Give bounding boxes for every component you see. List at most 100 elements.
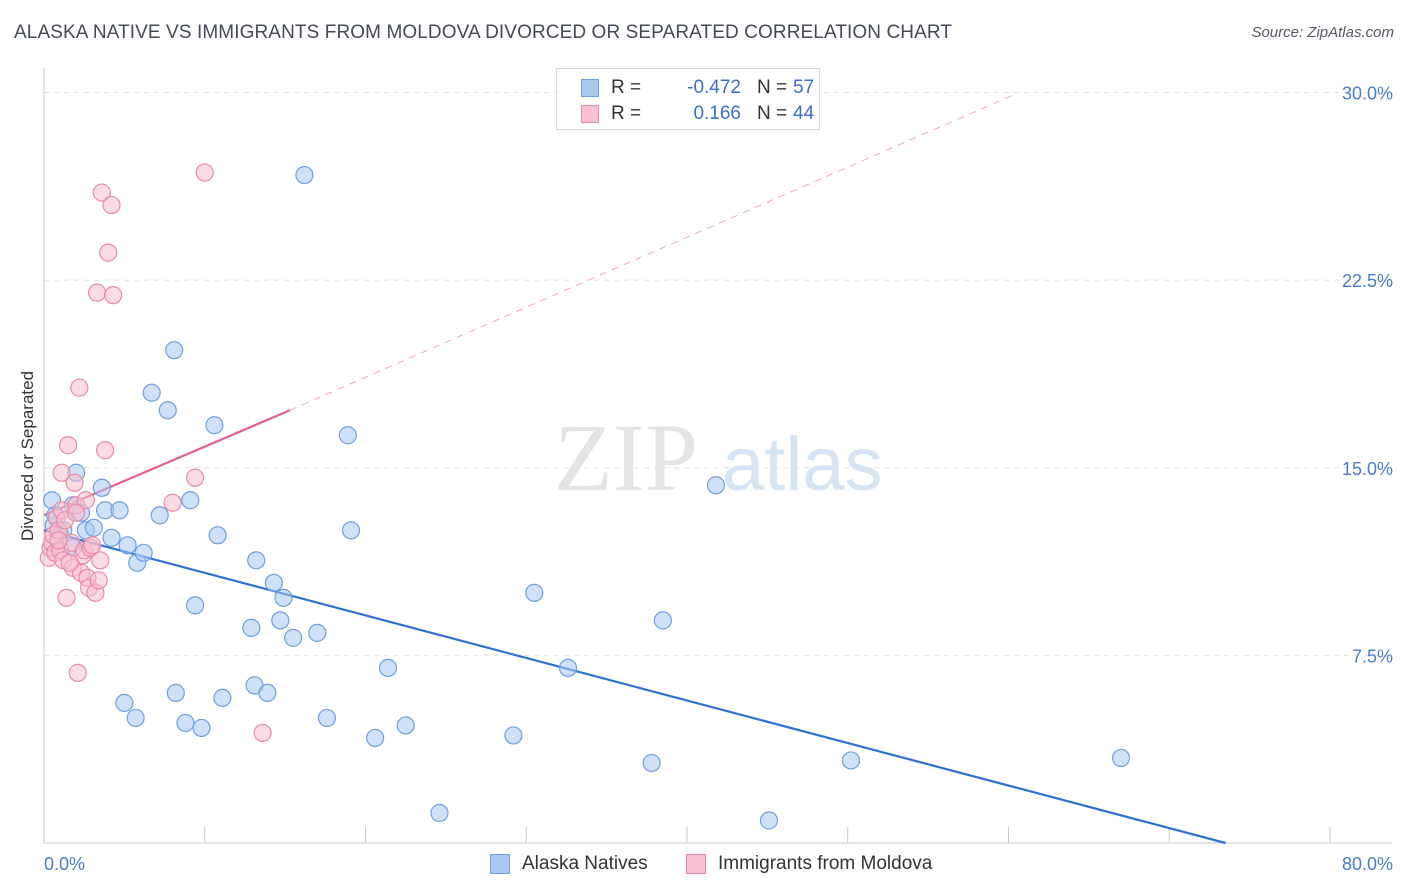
data-point <box>205 416 224 435</box>
data-point <box>274 588 293 607</box>
data-point <box>163 493 182 512</box>
n-value: 44 <box>793 103 815 124</box>
data-point <box>271 611 290 630</box>
data-point <box>110 501 129 520</box>
data-point <box>84 518 103 537</box>
data-point <box>158 401 177 420</box>
data-point <box>59 436 78 455</box>
data-point <box>104 286 123 305</box>
data-point <box>213 688 232 708</box>
data-point <box>165 341 184 360</box>
axes <box>43 68 1392 844</box>
grid-lines <box>44 92 1392 656</box>
legend-stats: R = -0.472 N = 57 R = 0.166 N = 44 <box>556 68 820 130</box>
data-point <box>68 663 87 682</box>
n-value: 57 <box>793 77 815 98</box>
legend-swatch-blue <box>490 854 510 874</box>
data-point <box>706 476 726 495</box>
data-point <box>49 531 68 550</box>
data-point <box>57 588 76 607</box>
data-point <box>653 611 672 630</box>
trend-line <box>289 94 1014 411</box>
data-point <box>264 573 283 592</box>
data-point <box>186 596 205 615</box>
data-point <box>76 491 95 510</box>
data-point <box>258 683 277 703</box>
legend-label: Alaska Natives <box>522 853 648 874</box>
chart-title: ALASKA NATIVE VS IMMIGRANTS FROM MOLDOVA… <box>14 22 953 43</box>
data-point <box>142 383 161 402</box>
data-point <box>83 536 102 555</box>
data-point <box>92 478 111 497</box>
y-axis-label: Divorced or Separated <box>18 371 37 541</box>
x-tick-label: 80.0% <box>1342 854 1393 874</box>
data-point <box>67 503 86 522</box>
data-point <box>181 491 200 510</box>
legend-swatch-blue <box>581 79 599 97</box>
r-label: R = <box>611 103 642 124</box>
data-point <box>52 463 71 482</box>
legend-label: Immigrants from Moldova <box>718 853 933 874</box>
data-point <box>247 551 266 570</box>
data-point <box>150 506 169 525</box>
n-label: N = <box>757 103 788 124</box>
data-point <box>242 618 261 637</box>
data-point <box>60 553 79 572</box>
data-point <box>317 708 337 728</box>
tick-labels: 7.5% 15.0% 22.5% 30.0% 0.0% 80.0% <box>44 84 1393 874</box>
data-point <box>70 378 89 397</box>
data-point <box>759 811 779 830</box>
data-point <box>195 163 214 182</box>
data-point <box>115 693 134 713</box>
data-point <box>378 658 398 677</box>
data-point <box>95 441 115 460</box>
data-point <box>186 468 205 487</box>
r-value: 0.166 <box>693 103 741 124</box>
data-point <box>102 528 121 547</box>
data-point <box>295 165 314 185</box>
data-point <box>134 543 153 562</box>
data-point <box>1111 748 1131 768</box>
data-point <box>341 521 361 540</box>
data-point <box>126 708 145 728</box>
data-point <box>118 536 137 555</box>
x-tick-label: 0.0% <box>44 854 85 874</box>
y-tick-label: 30.0% <box>1342 84 1393 104</box>
legend-swatch-pink <box>686 854 706 874</box>
data-point <box>253 723 272 743</box>
data-point <box>176 713 195 733</box>
legend-swatch-pink <box>581 105 599 123</box>
data-point <box>102 195 121 215</box>
trend-line <box>43 529 1226 845</box>
r-value: -0.472 <box>687 77 741 98</box>
data-point <box>338 426 357 445</box>
data-point <box>366 728 385 748</box>
y-tick-label: 22.5% <box>1342 271 1393 291</box>
data-point <box>430 803 449 823</box>
data-point <box>504 726 523 745</box>
watermark-zip: ZIP <box>554 404 698 511</box>
data-point <box>642 753 661 773</box>
data-point <box>841 751 861 770</box>
y-tick-label: 15.0% <box>1342 459 1393 479</box>
source-label: Source: ZipAtlas.com <box>1251 24 1394 41</box>
r-label: R = <box>611 77 642 98</box>
data-point <box>65 473 84 492</box>
data-point <box>192 718 211 738</box>
data-point <box>92 183 111 202</box>
data-point <box>91 551 110 570</box>
n-label: N = <box>757 77 788 98</box>
data-point <box>87 283 107 302</box>
data-point <box>308 623 327 642</box>
data-point <box>89 571 108 590</box>
data-point <box>99 243 118 262</box>
data-point <box>284 628 303 647</box>
data-point <box>558 658 578 677</box>
y-tick-label: 7.5% <box>1352 646 1393 666</box>
data-point <box>166 683 185 703</box>
data-point <box>396 716 415 735</box>
watermark-atlas: atlas <box>722 422 883 507</box>
data-points <box>39 163 1131 830</box>
data-point <box>208 526 227 545</box>
